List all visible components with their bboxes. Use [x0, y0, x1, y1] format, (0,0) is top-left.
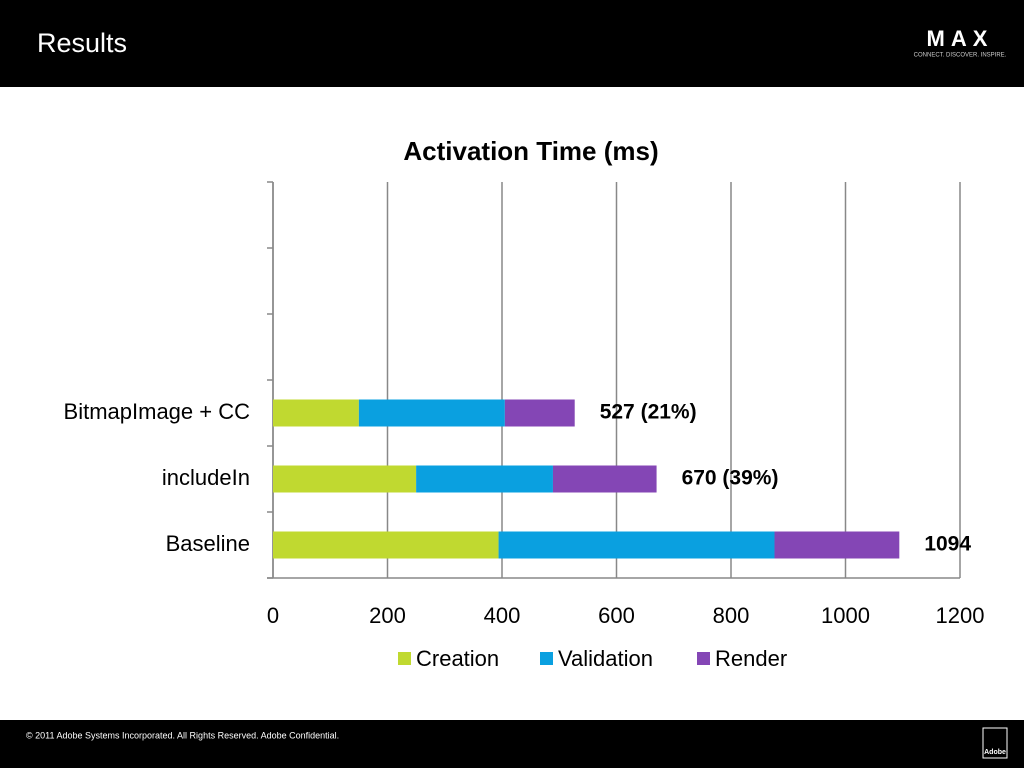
x-tick-label: 400	[484, 603, 521, 628]
bar-segment	[273, 531, 499, 559]
footer-bar	[0, 720, 1024, 768]
legend-swatch	[540, 652, 553, 665]
y-tick-label: Baseline	[166, 531, 250, 556]
legend-label: Validation	[558, 646, 653, 671]
bar-segment	[498, 531, 775, 559]
legend-label: Creation	[416, 646, 499, 671]
logo: MAX	[927, 26, 994, 51]
total-label: 1094	[924, 533, 971, 556]
slide-heading: Results	[37, 28, 127, 58]
brand-box	[982, 727, 1008, 759]
legend-swatch	[697, 652, 710, 665]
brand: Adobe	[984, 749, 1006, 756]
x-tick-label: 0	[267, 603, 279, 628]
bar-segment	[552, 465, 657, 493]
total-label: 527 (21%)	[600, 401, 697, 424]
x-tick-label: 600	[598, 603, 635, 628]
x-tick-label: 200	[369, 603, 406, 628]
x-tick-label: 800	[713, 603, 750, 628]
y-tick-label: includeIn	[162, 465, 250, 490]
tagline: CONNECT. DISCOVER. INSPIRE.	[914, 53, 1007, 59]
bar-segment	[273, 465, 417, 493]
x-tick-label: 1200	[936, 603, 985, 628]
bar-segment	[273, 399, 359, 427]
bar-segment	[504, 399, 575, 427]
legend-swatch	[398, 652, 411, 665]
legend-label: Render	[715, 646, 787, 671]
y-tick-label: BitmapImage + CC	[64, 399, 251, 424]
header-bar	[0, 0, 1024, 87]
footer-text: © 2011 Adobe Systems Incorporated. All R…	[26, 730, 339, 740]
chart-title: Activation Time (ms)	[403, 136, 658, 166]
bar-segment	[416, 465, 553, 493]
bar-segment	[774, 531, 900, 559]
x-tick-label: 1000	[821, 603, 870, 628]
bar-segment	[358, 399, 505, 427]
total-label: 670 (39%)	[682, 467, 779, 490]
